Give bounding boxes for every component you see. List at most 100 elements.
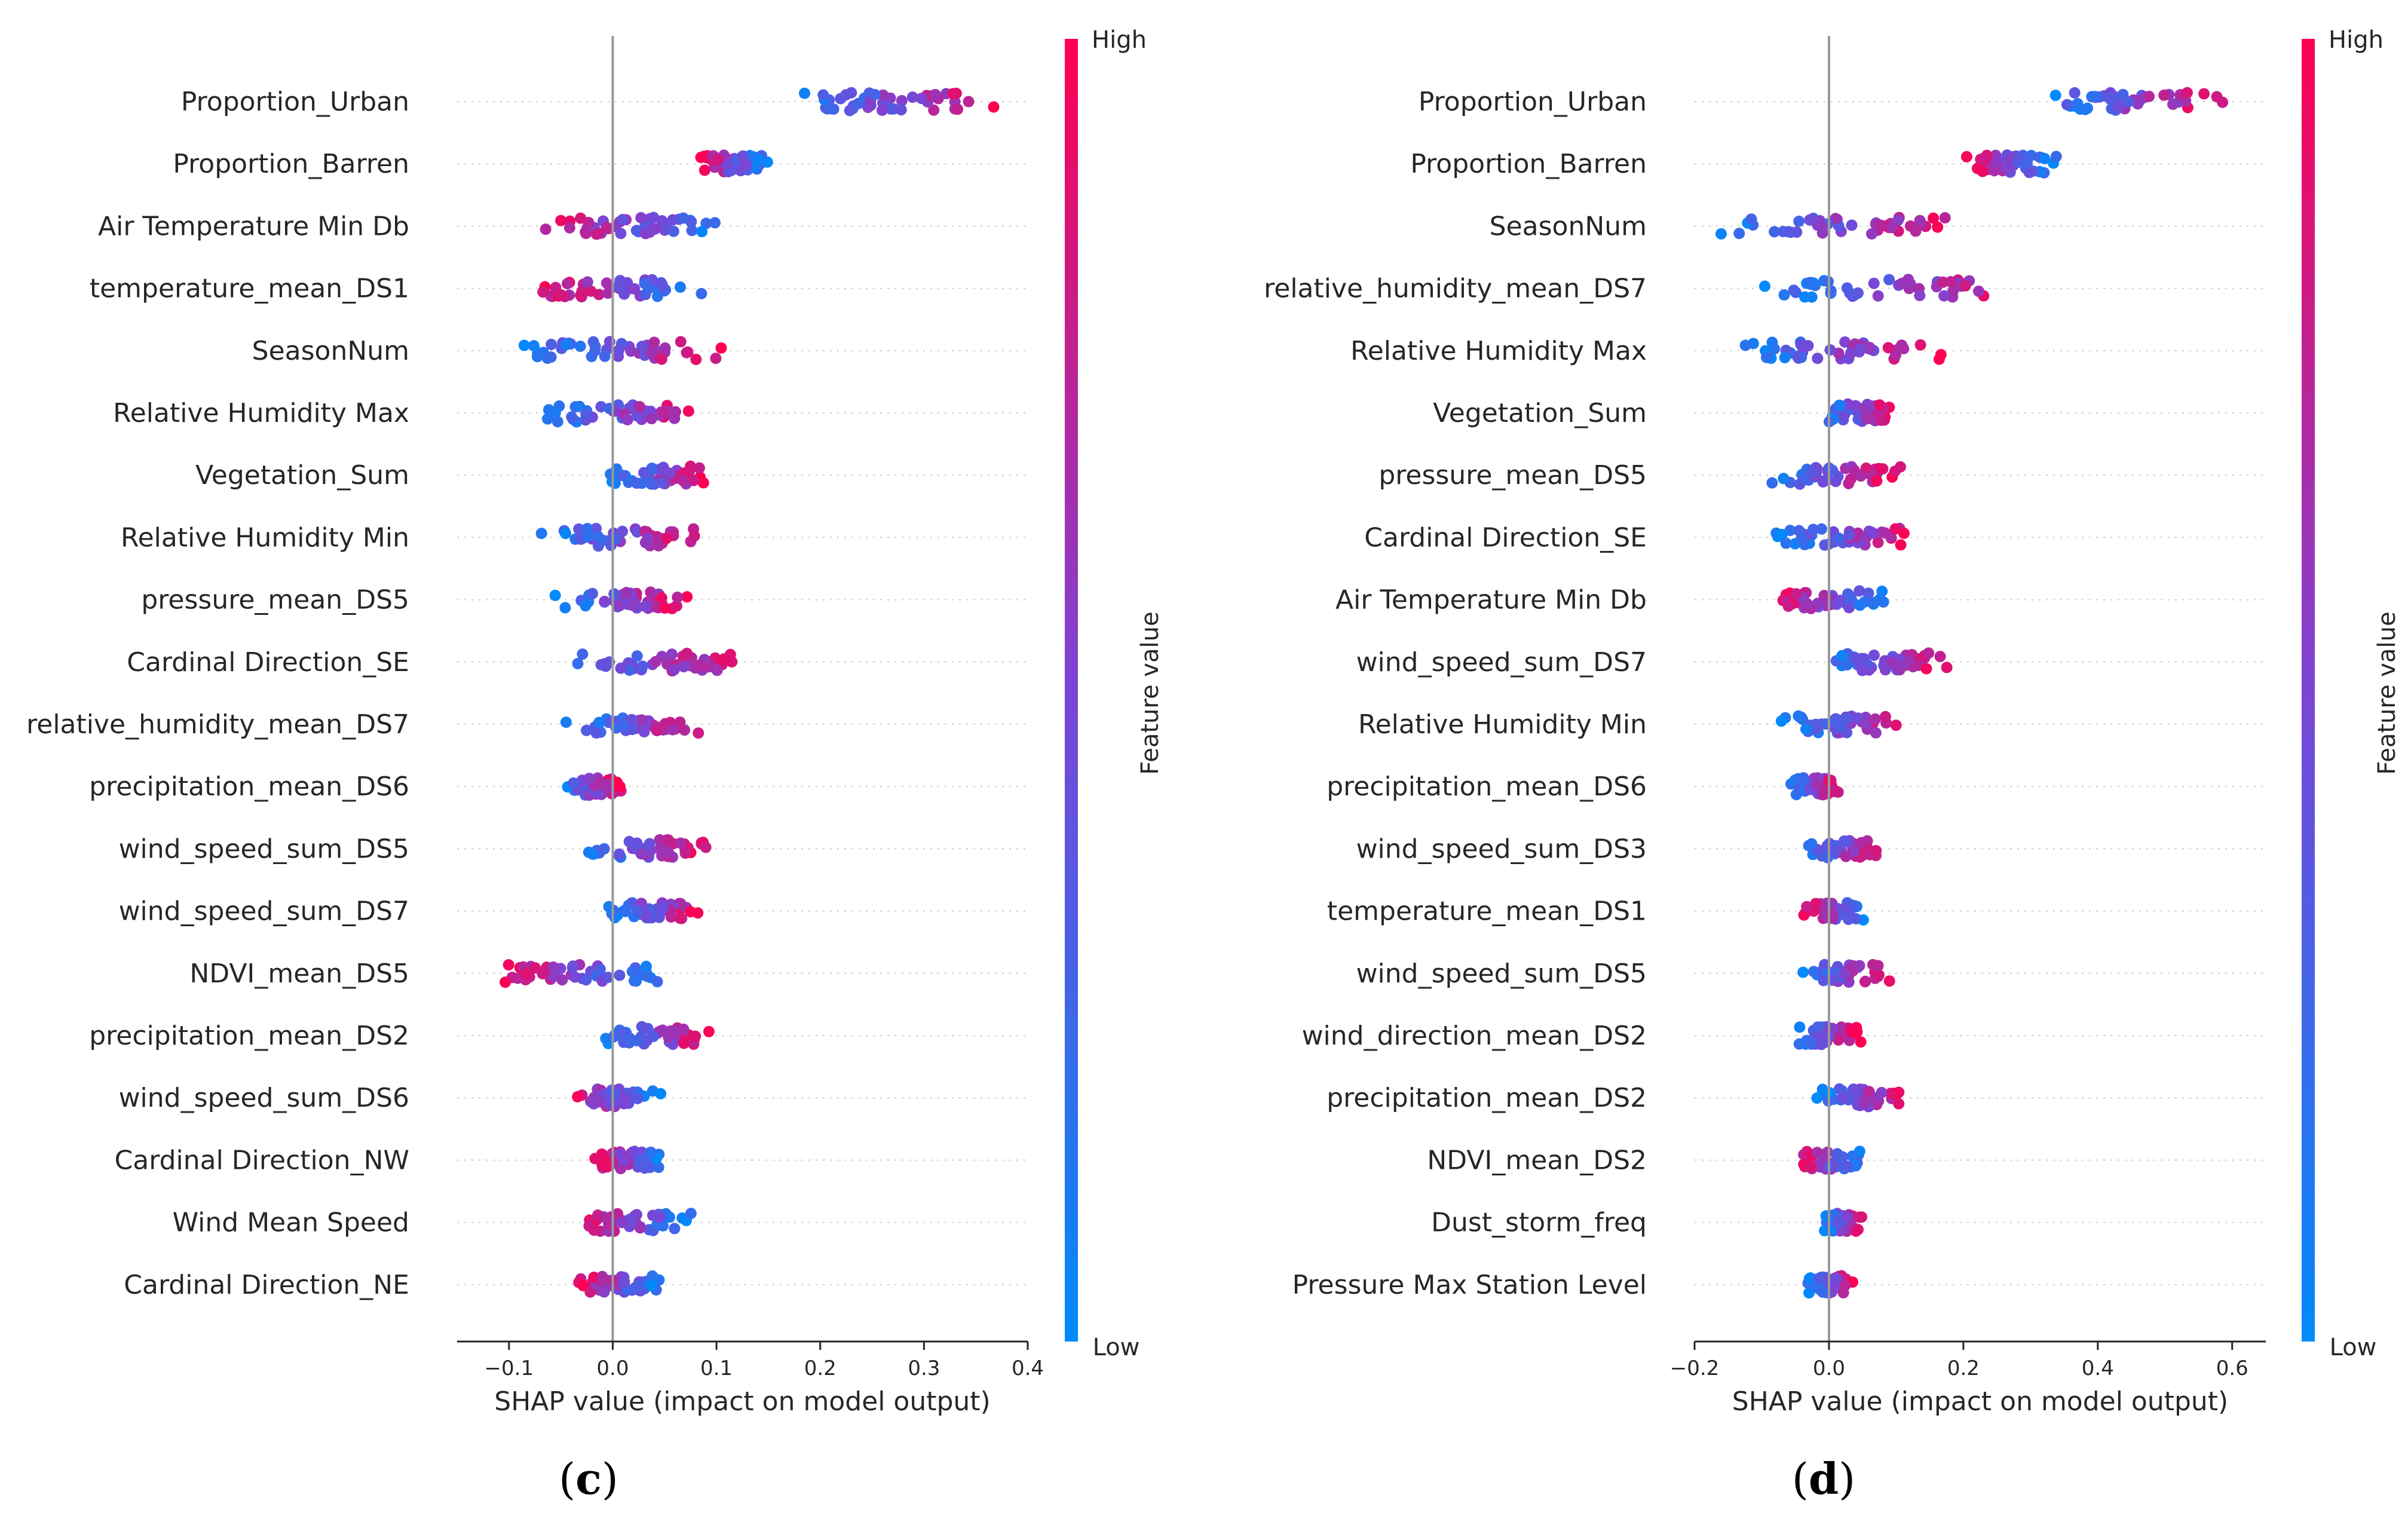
- panel-c-shap-dot: [653, 911, 665, 923]
- panel-c-shap-dot: [620, 905, 632, 917]
- panel-c-shap-dot: [876, 105, 888, 116]
- panel-d-shap-dot: [1868, 650, 1880, 661]
- panel-c-shap-dot: [596, 1159, 608, 1171]
- panel-d-shap-dot: [1805, 278, 1816, 290]
- panel-d-shap-dot: [1854, 599, 1866, 611]
- panel-c-shap-dot: [560, 339, 572, 351]
- panel-c-shap-dot: [638, 467, 650, 479]
- panel-c-shap-dot: [589, 345, 601, 357]
- panel-c-shap-dot: [575, 289, 587, 301]
- panel-d-shap-dot: [1811, 1092, 1823, 1104]
- panel-c-shap-dot: [952, 103, 964, 115]
- panel-d-feature-label: Air Temperature Min Db: [1335, 585, 1647, 615]
- panel-d-colorbar: High Low Feature value: [2302, 26, 2401, 1361]
- panel-d-shap-dot: [1769, 226, 1781, 238]
- panel-d-shap-dot: [1817, 1286, 1828, 1298]
- panel-c-shap-dot: [753, 154, 765, 166]
- panel-d-shap-dot: [1928, 212, 1940, 224]
- panel-d-shap-dot: [2089, 91, 2101, 103]
- panel-d-tick-label: 0.4: [2082, 1356, 2114, 1380]
- panel-c-shap-dot: [655, 592, 667, 604]
- panel-d-shap-dot: [1733, 228, 1745, 240]
- panel-c-shap-dot: [599, 596, 611, 607]
- panel-c-shap-dot: [603, 1218, 615, 1230]
- panel-d-shap-dot: [1819, 958, 1831, 970]
- panel-d-shap-dot: [1804, 214, 1816, 226]
- panel-d-shap-dot: [1883, 274, 1895, 286]
- panel-c-feature-label: precipitation_mean_DS2: [89, 1021, 409, 1051]
- panel-c-shap-dot: [670, 406, 681, 418]
- panel-d-shap-dot: [1854, 585, 1865, 597]
- panel-d-tick-label: 0.6: [2216, 1356, 2248, 1380]
- panel-d-shap-dot: [1848, 1083, 1859, 1095]
- panel-d-shap-dot: [1801, 598, 1813, 610]
- panel-c-shap-dot: [541, 353, 553, 364]
- panel-d-shap-dot: [1852, 1224, 1864, 1236]
- panel-c-shap-dot: [528, 340, 540, 352]
- panel-c-shap-dot: [715, 342, 727, 354]
- panel-c-feature-label: temperature_mean_DS1: [90, 274, 409, 304]
- panel-c-shap-dot: [682, 346, 694, 358]
- panel-c-shap-dot: [615, 1217, 627, 1229]
- panel-c-shap-dot: [581, 276, 593, 288]
- panel-c-shap-dot: [611, 776, 623, 788]
- panel-d-shap-dot: [1872, 960, 1884, 972]
- panel-c-feature-label: Relative Humidity Max: [113, 398, 409, 428]
- panel-d-feature-label: Relative Humidity Min: [1358, 709, 1647, 740]
- panel-c-shap-dot: [639, 1162, 651, 1174]
- panel-c-shap-dot: [646, 413, 657, 425]
- panel-c-shap-dot: [647, 1030, 659, 1042]
- panel-c-shap-dot: [635, 212, 647, 223]
- panel-c-tick-label: 0.0: [596, 1356, 629, 1380]
- panel-d-shap-dot: [1883, 975, 1895, 987]
- panel-c-shap-dot: [675, 281, 686, 293]
- panel-d-shap-dot: [1876, 1086, 1888, 1098]
- panel-d-feature-label: precipitation_mean_DS2: [1326, 1083, 1647, 1113]
- panel-c-shap-dot: [675, 898, 687, 909]
- panel-d-shap-dot: [1897, 660, 1909, 672]
- panel-d-shap-dot: [1846, 219, 1858, 231]
- panel-d-shap-dot: [1914, 215, 1926, 226]
- panel-d-shap-dot: [2001, 163, 2012, 174]
- panel-c-shap-dot: [608, 588, 620, 600]
- panel-d-shap-dot: [1836, 650, 1848, 662]
- panel-c-shap-dot: [655, 1088, 667, 1100]
- panel-d-shap-dot: [2050, 151, 2062, 163]
- panel-d-shap-dot: [1977, 152, 1989, 164]
- panel-d-shap-dot: [1854, 1146, 1865, 1157]
- panel-d-shap-dot: [1795, 339, 1807, 351]
- panel-d-feature-labels: Proportion_Urban Proportion_Barren SeasonN…: [1264, 87, 1647, 1300]
- panel-d-shap-dot: [2069, 87, 2081, 99]
- panel-d-shap-dot: [1829, 785, 1841, 797]
- panel-c-shap-dot: [698, 164, 710, 176]
- panel-d-shap-dot: [1896, 277, 1908, 289]
- panel-d-shap-dot: [2106, 91, 2117, 103]
- panel-c-shap-dot: [915, 93, 927, 105]
- panel-d-shap-dot: [1941, 662, 1953, 673]
- panel-c-shap-dot: [648, 336, 660, 348]
- panel-c-shap-dot: [659, 342, 671, 354]
- panel-d-shap-dot: [1759, 280, 1770, 292]
- panel-c-shap-dot: [581, 724, 592, 736]
- panel-d-shap-dot: [1799, 473, 1810, 485]
- panel-c-shap-dot: [703, 1025, 715, 1037]
- panel-c-shap-dot: [655, 464, 667, 476]
- panel-c-shap-dot: [568, 777, 580, 789]
- panel-c-shap-dot: [668, 664, 680, 676]
- panel-c-shap-dot: [617, 214, 629, 225]
- panel-c-shap-dot: [663, 834, 674, 846]
- panel-c-feature-label: Air Temperature Min Db: [98, 211, 409, 241]
- panel-d-shap-dot: [1835, 1022, 1847, 1034]
- panel-c-feature-label: Cardinal Direction_NE: [124, 1270, 409, 1300]
- panel-c-shap-dot: [601, 782, 613, 794]
- panel-c-shap-dot: [582, 531, 594, 543]
- panel-d-feature-label: pressure_mean_DS5: [1378, 460, 1647, 491]
- panel-d-shap-dot: [1938, 290, 1950, 302]
- panel-c-shap-dot: [696, 287, 707, 299]
- panel-d-shap-dot: [1851, 1026, 1863, 1038]
- panel-c-shap-dot: [710, 353, 722, 365]
- panel-d-shap-dot: [2198, 88, 2210, 100]
- panel-d-shap-dot: [1873, 969, 1885, 981]
- panel-c-shap-dot: [590, 1093, 602, 1105]
- panel-d-shap-dot: [2182, 87, 2193, 99]
